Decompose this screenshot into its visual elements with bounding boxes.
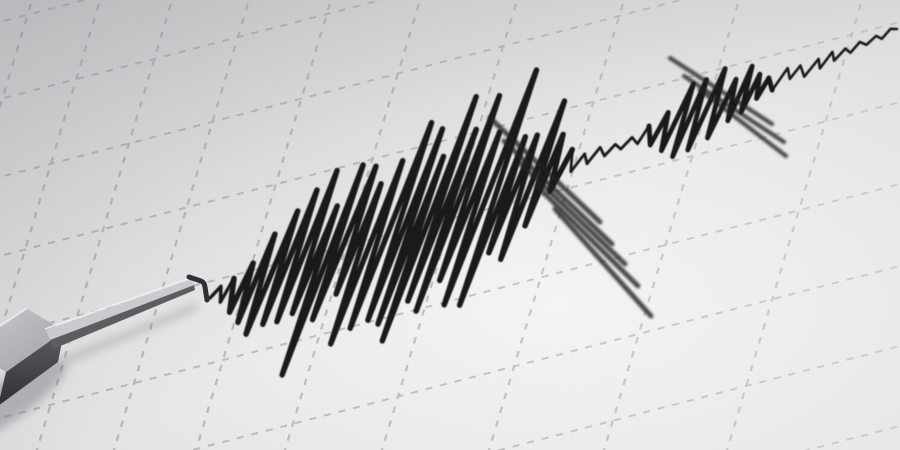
seismograph-scene <box>0 0 900 450</box>
photo-grain <box>0 0 900 450</box>
seismograph-photo <box>0 0 900 450</box>
